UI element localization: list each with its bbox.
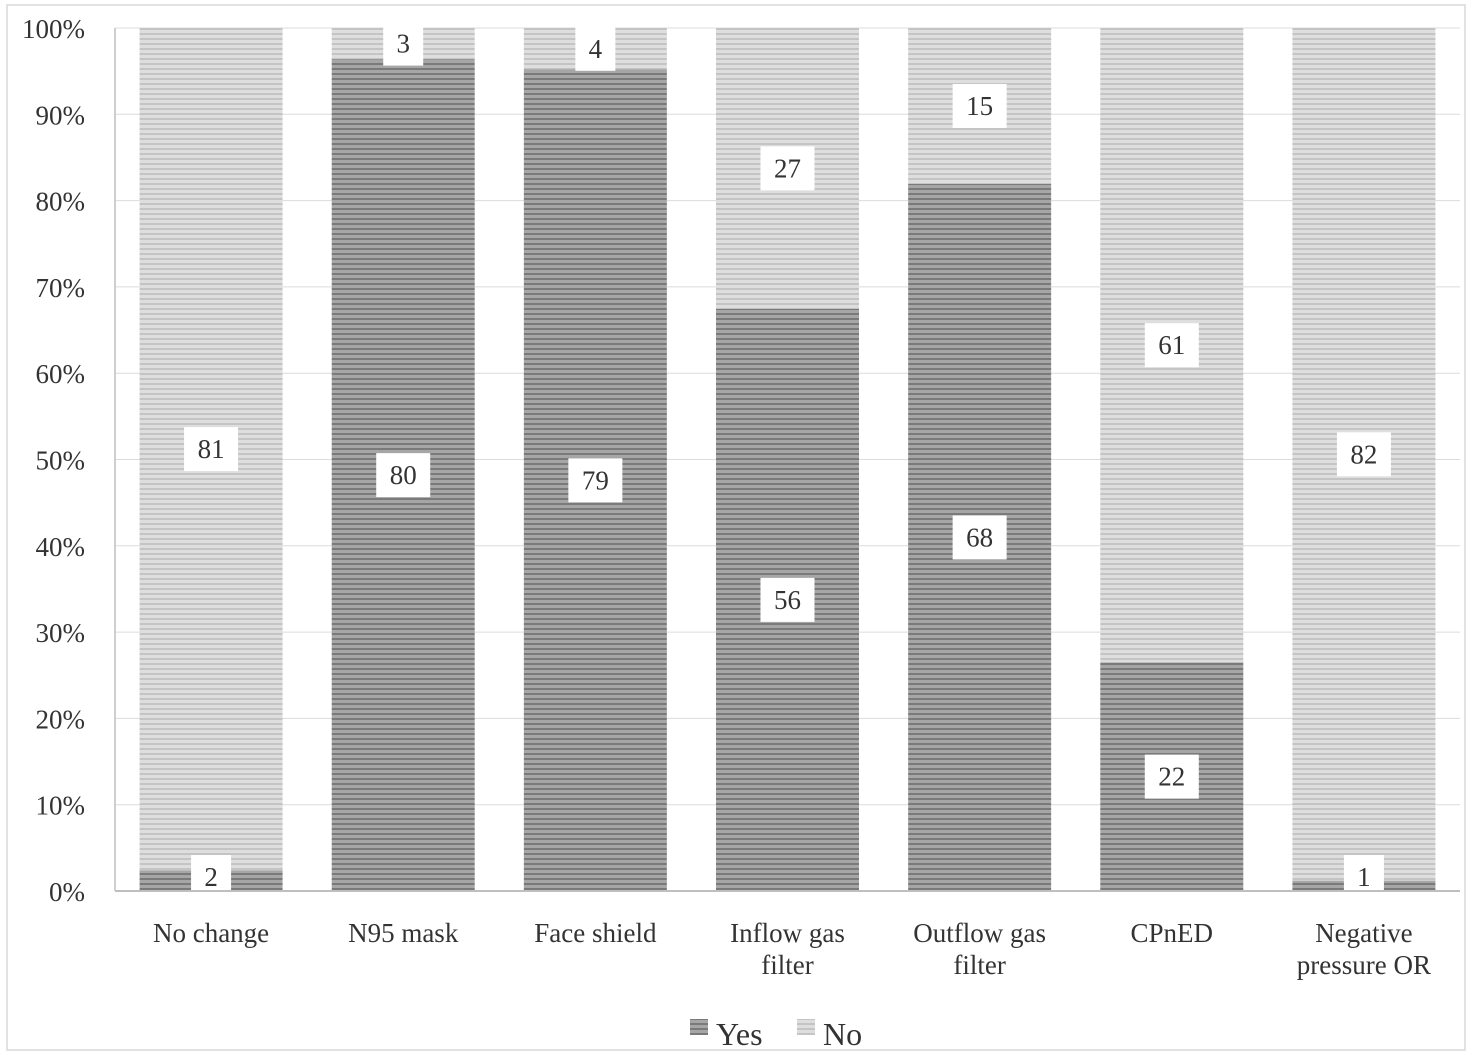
y-tick-label: 20% [36, 704, 86, 734]
data-label-bg [376, 453, 431, 498]
x-tick-label: No change [153, 918, 269, 948]
data-label-bg [1336, 432, 1391, 477]
data-label: 79 [582, 465, 609, 495]
data-label-bg [1144, 323, 1199, 368]
data-label-bg [383, 21, 424, 66]
y-tick-label: 60% [36, 359, 86, 389]
data-label: 1 [1357, 862, 1371, 892]
data-label: 61 [1158, 330, 1185, 360]
legend-label-no: No [823, 1016, 862, 1052]
legend-label-yes: Yes [716, 1016, 763, 1052]
data-label: 2 [204, 862, 218, 892]
x-axis: No change N95 mask Face shield Inflow gasfi… [115, 890, 1460, 980]
x-tick-label: Face shield [534, 918, 657, 948]
y-axis: 0% 10% 20% 30% 40% 50% 60% 70% 80% 90% 100% [22, 14, 116, 907]
data-label-bg [760, 577, 815, 622]
data-label-bg [575, 26, 616, 71]
data-label: 81 [198, 434, 225, 464]
data-label-bg [568, 458, 623, 503]
legend-swatch-no [797, 1019, 815, 1035]
data-label: 82 [1350, 439, 1377, 469]
y-tick-label: 70% [36, 273, 86, 303]
y-tick-label: 90% [36, 100, 86, 130]
x-tick-label: Outflow gas [913, 918, 1046, 948]
data-label: 3 [396, 29, 410, 59]
x-tick-label: N95 mask [348, 918, 459, 948]
x-tick-label: Negative [1315, 918, 1412, 948]
y-tick-label: 0% [49, 877, 85, 907]
x-tick-label: filter [953, 950, 1005, 980]
data-label: 22 [1158, 762, 1185, 792]
data-label: 68 [966, 522, 993, 552]
x-tick-label: filter [761, 950, 813, 980]
y-tick-label: 40% [36, 532, 86, 562]
data-label: 4 [589, 34, 603, 64]
y-tick-label: 100% [22, 14, 85, 44]
data-label-bg [1144, 754, 1199, 799]
y-tick-label: 50% [36, 446, 86, 476]
data-label: 80 [390, 460, 417, 490]
x-tick-label: CPnED [1131, 918, 1214, 948]
data-label: 27 [774, 153, 801, 183]
x-tick-label: pressure OR [1297, 950, 1431, 980]
y-tick-label: 30% [36, 618, 86, 648]
legend: Yes No [690, 1016, 862, 1052]
y-tick-label: 10% [36, 791, 86, 821]
data-label: 15 [966, 91, 993, 121]
data-label: 56 [774, 585, 801, 615]
data-label-bg [952, 515, 1007, 560]
x-tick-label: Inflow gas [730, 918, 845, 948]
data-label-bg [760, 146, 815, 191]
chart-border [6, 4, 1466, 1051]
legend-swatch-yes [690, 1019, 708, 1035]
y-tick-label: 80% [36, 187, 86, 217]
data-label-bg [952, 83, 1007, 128]
data-label-bg [184, 427, 239, 472]
